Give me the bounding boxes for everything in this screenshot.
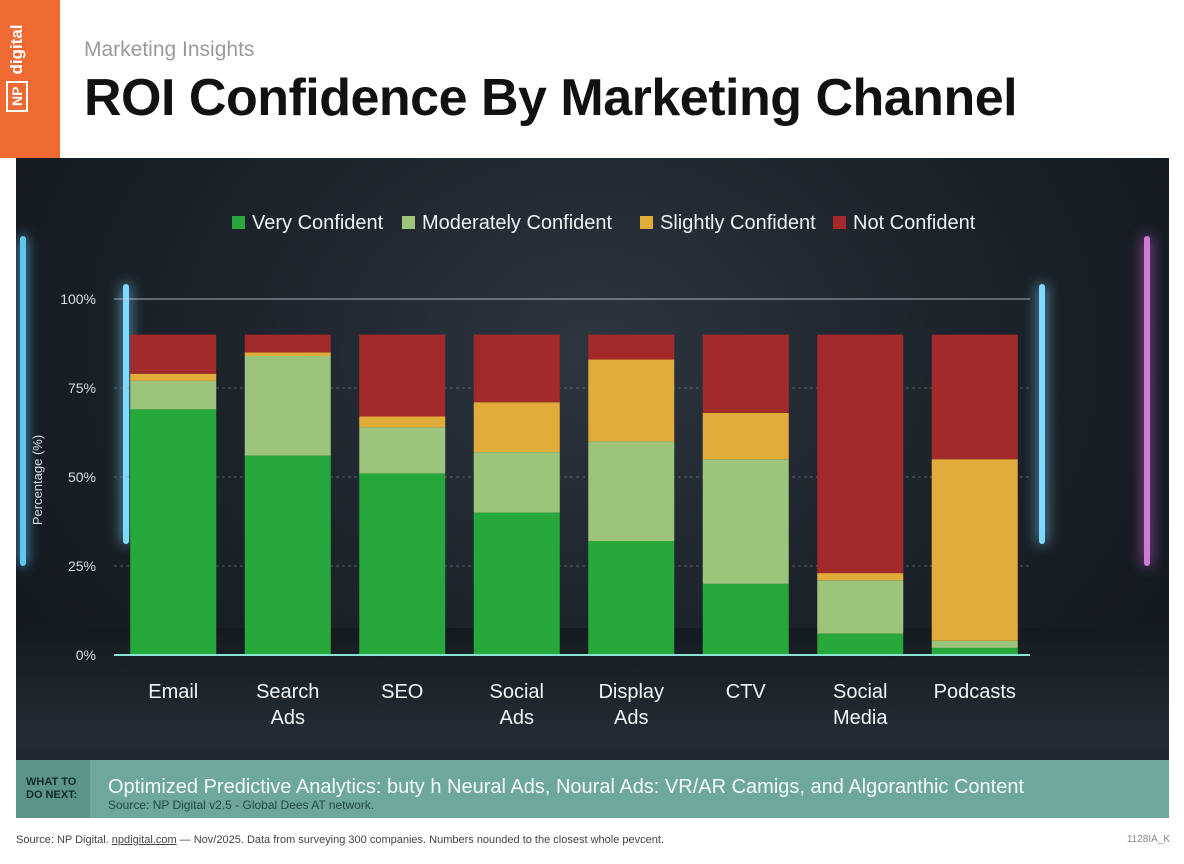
bar-segment	[244, 352, 331, 356]
banner-text: Optimized Predictive Analytics: buty h N…	[108, 776, 1024, 798]
footer-suffix: — Nov/2025. Data from surveying 300 comp…	[176, 834, 664, 846]
bar-segment	[130, 380, 217, 410]
bar-segment	[130, 409, 217, 655]
legend-swatch	[402, 216, 415, 229]
bar-segment	[931, 647, 1018, 655]
x-tick-label: Social	[833, 681, 887, 703]
neon-light-left-inner	[123, 284, 129, 544]
x-tick-label: CTV	[726, 681, 767, 703]
x-tick-label: Podcasts	[934, 681, 1016, 703]
y-tick-label: 50%	[68, 469, 96, 485]
bar-segment	[817, 334, 904, 574]
legend-swatch	[833, 216, 846, 229]
np-digital-logo[interactable]: NP digital	[0, 0, 60, 158]
y-tick-label: 100%	[60, 291, 96, 307]
bar-segment	[473, 334, 560, 403]
banner-source: Source: NP Digital v2.5 - Global Dees AT…	[108, 798, 375, 812]
x-tick-label: Ads	[271, 707, 305, 729]
footer-prefix: Source: NP Digital.	[16, 834, 112, 846]
bar-segment	[931, 640, 1018, 648]
chart-stage: 0% 25% 50% 75% 100% Percentage (%) Email Search…	[16, 158, 1169, 806]
bar-segment	[473, 402, 560, 453]
legend-swatch	[640, 216, 653, 229]
neon-light-right-inner	[1039, 284, 1045, 544]
bar-segment	[588, 441, 675, 542]
x-tick-label: Social	[490, 681, 544, 703]
y-tick-label: 25%	[68, 558, 96, 574]
bar-segment	[931, 334, 1018, 460]
legend-label: Moderately Confident	[422, 212, 613, 234]
footer-source: Source: NP Digital. npdigital.com — Nov/…	[16, 834, 664, 846]
bar-segment	[473, 452, 560, 513]
x-tick-label: Media	[833, 707, 888, 729]
neon-light-left-outer	[20, 236, 26, 566]
bar-segment	[817, 573, 904, 581]
header: NP digital Marketing Insights ROI Confid…	[0, 0, 1184, 158]
logo-word: digital	[7, 24, 26, 75]
x-tick-label: Email	[148, 681, 198, 703]
bar-segment	[244, 455, 331, 655]
bar-segment	[817, 580, 904, 634]
bar-segment	[588, 334, 675, 360]
x-tick-label: Search	[256, 681, 319, 703]
bar-segment	[702, 459, 789, 584]
legend-label: Very Confident	[252, 212, 384, 234]
bar-segment	[359, 334, 446, 417]
bar-segment	[359, 473, 446, 655]
logo-box: NP	[6, 80, 28, 112]
bar-segment	[588, 359, 675, 442]
what-to-do-next-banner: WHAT TO DO NEXT: Optimized Predictive An…	[16, 760, 1169, 818]
bar-segment	[359, 427, 446, 474]
legend-label: Not Confident	[853, 212, 976, 234]
eyebrow-label: Marketing Insights	[84, 38, 255, 61]
bar-segment	[817, 633, 904, 655]
bar-segment	[244, 334, 331, 353]
y-tick-label: 0%	[76, 647, 96, 663]
bar-segment	[702, 412, 789, 460]
neon-light-right-outer	[1144, 236, 1150, 566]
x-tick-label: Ads	[614, 707, 648, 729]
y-axis-label: Percentage (%)	[30, 435, 45, 525]
banner-label: WHAT TO DO NEXT:	[16, 760, 90, 818]
stacked-bar-chart: 0% 25% 50% 75% 100% Percentage (%) Email Search…	[30, 212, 1030, 729]
bar-segment	[702, 583, 789, 655]
x-tick-label: SEO	[381, 681, 423, 703]
bar-segment	[473, 512, 560, 655]
bar-segment	[244, 355, 331, 456]
legend-swatch	[232, 216, 245, 229]
footer-link[interactable]: npdigital.com	[111, 834, 177, 846]
bar-segment	[130, 334, 217, 374]
bar-segment	[702, 334, 789, 413]
page-title: ROI Confidence By Marketing Channel	[84, 69, 1018, 127]
x-tick-label: Ads	[500, 707, 534, 729]
bar-segment	[588, 541, 675, 655]
y-tick-label: 75%	[68, 380, 96, 396]
bar-segment	[130, 373, 217, 381]
bar-segment	[359, 416, 446, 428]
bar-segment	[931, 459, 1018, 641]
x-tick-label: Display	[598, 681, 664, 703]
logo-wordmark: NP digital	[2, 0, 32, 112]
legend-label: Slightly Confident	[660, 212, 816, 234]
footer-code: 1128IA_K	[1126, 834, 1170, 845]
